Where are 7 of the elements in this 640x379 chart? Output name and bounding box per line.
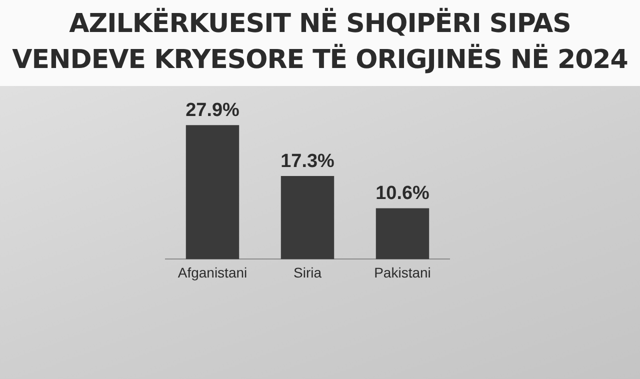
data-label: 17.3% xyxy=(280,150,335,172)
data-label: 27.9% xyxy=(186,100,240,121)
x-tick-label: Afganistani xyxy=(178,264,248,280)
data-label: 10.6% xyxy=(376,182,430,204)
x-tick-label: Siria xyxy=(293,264,322,280)
chart-title: AZILKËRKUESIT NË SHQIPËRI SIPAS VENDEVE KRYESORE TË ORIGJINËS NË 2024 xyxy=(11,6,629,77)
x-tick-label: Pakistani xyxy=(374,264,431,280)
